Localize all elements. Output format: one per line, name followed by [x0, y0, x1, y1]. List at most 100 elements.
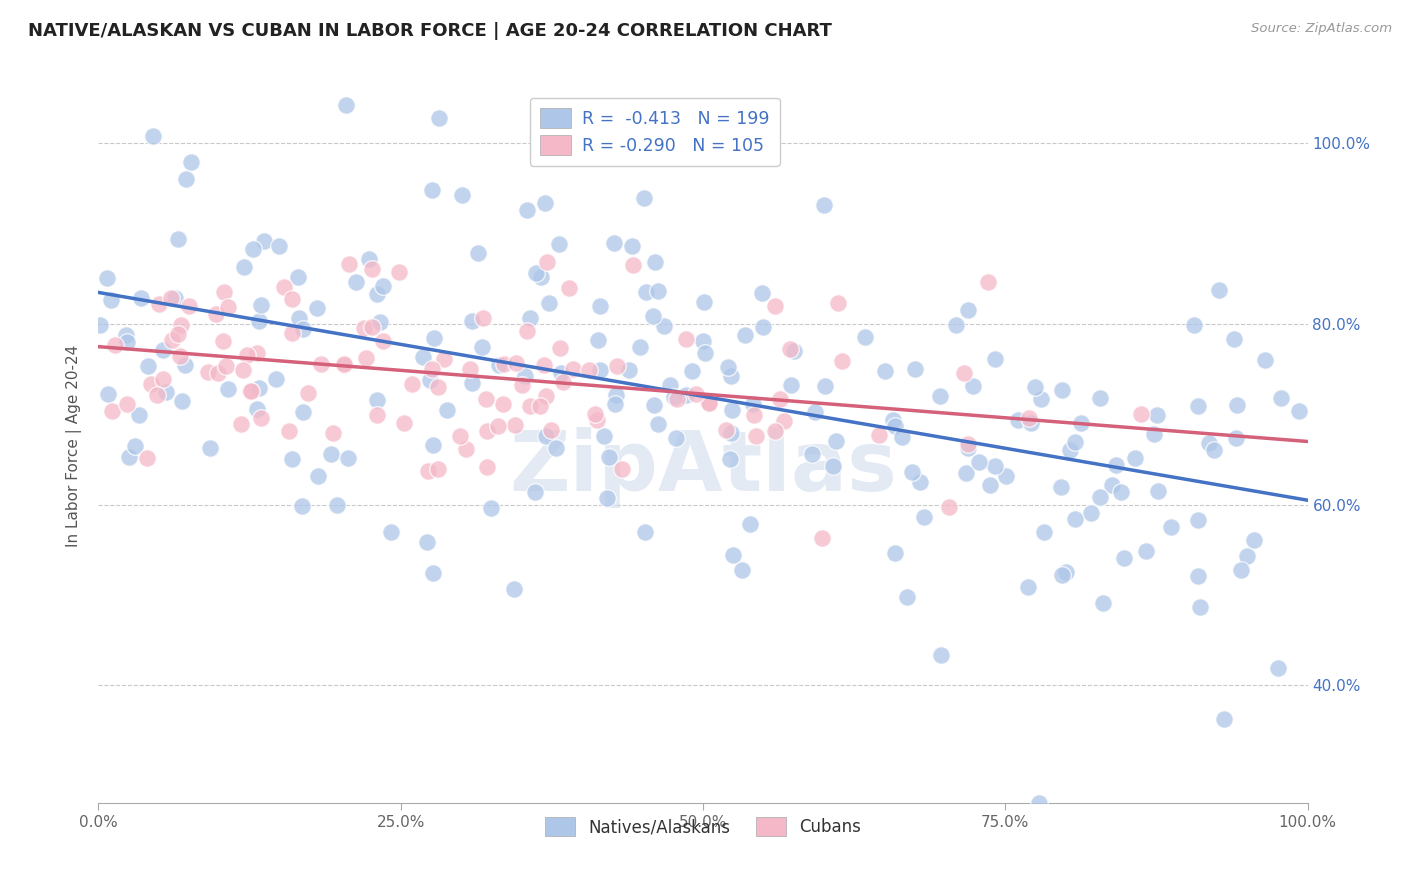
Point	[884, 419, 907, 434]
Point	[515, 368, 537, 383]
Point	[239, 384, 262, 398]
Point	[979, 478, 1001, 492]
Point	[647, 285, 669, 299]
Point	[160, 334, 183, 348]
Point	[1088, 490, 1111, 504]
Point	[1187, 568, 1209, 582]
Point	[752, 320, 775, 334]
Point	[1202, 443, 1225, 458]
Point	[983, 351, 1005, 366]
Point	[1105, 458, 1128, 473]
Point	[738, 517, 761, 532]
Point	[530, 269, 553, 284]
Point	[152, 343, 174, 357]
Point	[249, 410, 271, 425]
Point	[548, 236, 571, 251]
Point	[955, 466, 977, 480]
Point	[824, 434, 846, 448]
Point	[337, 257, 360, 271]
Point	[633, 190, 655, 204]
Point	[516, 202, 538, 217]
Point	[1226, 398, 1249, 412]
Point	[938, 500, 960, 514]
Point	[419, 373, 441, 387]
Point	[1064, 435, 1087, 450]
Point	[217, 300, 239, 314]
Point	[335, 98, 357, 112]
Point	[804, 405, 827, 419]
Point	[1243, 533, 1265, 548]
Point	[603, 397, 626, 411]
Point	[307, 469, 329, 483]
Point	[458, 362, 481, 376]
Point	[366, 392, 388, 407]
Point	[644, 255, 666, 269]
Point	[643, 398, 665, 412]
Point	[232, 363, 254, 377]
Point	[167, 326, 190, 341]
Point	[544, 441, 567, 455]
Point	[903, 362, 925, 376]
Point	[371, 278, 394, 293]
Point	[1050, 480, 1073, 494]
Point	[984, 458, 1007, 473]
Point	[621, 239, 644, 253]
Point	[721, 402, 744, 417]
Point	[779, 377, 801, 392]
Point	[1254, 353, 1277, 368]
Point	[104, 337, 127, 351]
Point	[287, 310, 309, 325]
Point	[524, 266, 547, 280]
Point	[551, 376, 574, 390]
Point	[512, 377, 534, 392]
Point	[336, 451, 359, 466]
Point	[422, 566, 444, 580]
Point	[269, 239, 291, 253]
Point	[505, 356, 527, 370]
Point	[534, 196, 557, 211]
Point	[628, 340, 651, 354]
Point	[515, 324, 537, 338]
Point	[207, 366, 229, 380]
Point	[1091, 596, 1114, 610]
Point	[634, 285, 657, 299]
Point	[1017, 580, 1039, 594]
Point	[695, 345, 717, 359]
Point	[461, 314, 484, 328]
Point	[585, 413, 607, 427]
Point	[1007, 412, 1029, 426]
Point	[1187, 399, 1209, 413]
Point	[177, 299, 200, 313]
Point	[266, 372, 288, 386]
Point	[593, 428, 616, 442]
Point	[1054, 565, 1077, 579]
Point	[250, 298, 273, 312]
Point	[1225, 431, 1247, 445]
Point	[124, 439, 146, 453]
Point	[868, 428, 890, 442]
Point	[967, 455, 990, 469]
Point	[115, 327, 138, 342]
Point	[359, 252, 381, 266]
Point	[685, 386, 707, 401]
Point	[692, 334, 714, 348]
Point	[855, 330, 877, 344]
Point	[533, 358, 555, 372]
Point	[361, 320, 384, 334]
Point	[693, 295, 716, 310]
Point	[454, 442, 477, 456]
Point	[652, 319, 675, 334]
Point	[945, 318, 967, 332]
Y-axis label: In Labor Force | Age 20-24: In Labor Force | Age 20-24	[66, 345, 83, 547]
Point	[717, 360, 740, 375]
Point	[204, 307, 226, 321]
Point	[882, 413, 904, 427]
Point	[169, 350, 191, 364]
Point	[486, 418, 509, 433]
Point	[346, 275, 368, 289]
Point	[467, 246, 489, 260]
Point	[742, 397, 765, 411]
Point	[1223, 332, 1246, 346]
Point	[198, 441, 221, 455]
Point	[368, 315, 391, 329]
